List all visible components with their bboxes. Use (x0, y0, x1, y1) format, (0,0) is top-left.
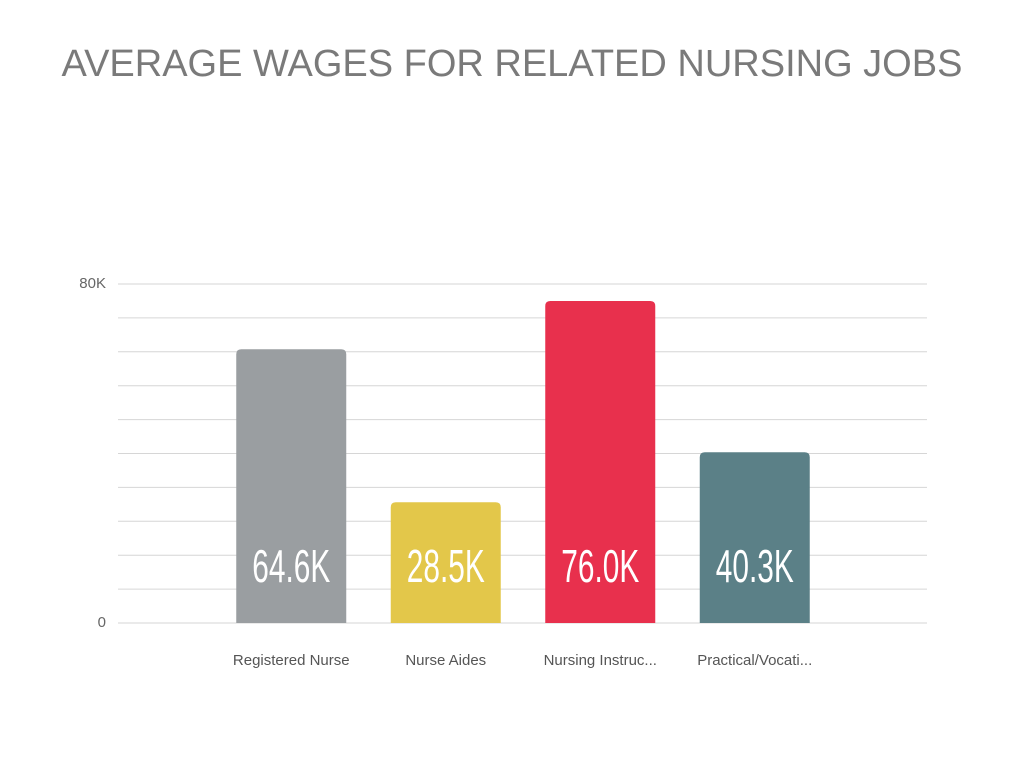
x-tick-label: Nursing Instruc... (544, 652, 657, 669)
value-label: 40.3K (716, 540, 794, 592)
value-label: 76.0K (561, 540, 639, 592)
y-tick-label: 0 (98, 614, 106, 631)
y-tick-label: 80K (79, 275, 106, 292)
chart-title: AVERAGE WAGES FOR RELATED NURSING JOBS (62, 43, 963, 85)
bar (390, 502, 501, 623)
x-tick-label: Practical/Vocati... (697, 652, 812, 669)
value-label: 64.6K (252, 540, 330, 592)
value-label: 28.5K (407, 540, 485, 592)
bar (699, 452, 810, 623)
bar (545, 300, 656, 623)
x-tick-label: Registered Nurse (233, 652, 350, 669)
bar (236, 349, 347, 623)
x-tick-label: Nurse Aides (405, 652, 486, 669)
